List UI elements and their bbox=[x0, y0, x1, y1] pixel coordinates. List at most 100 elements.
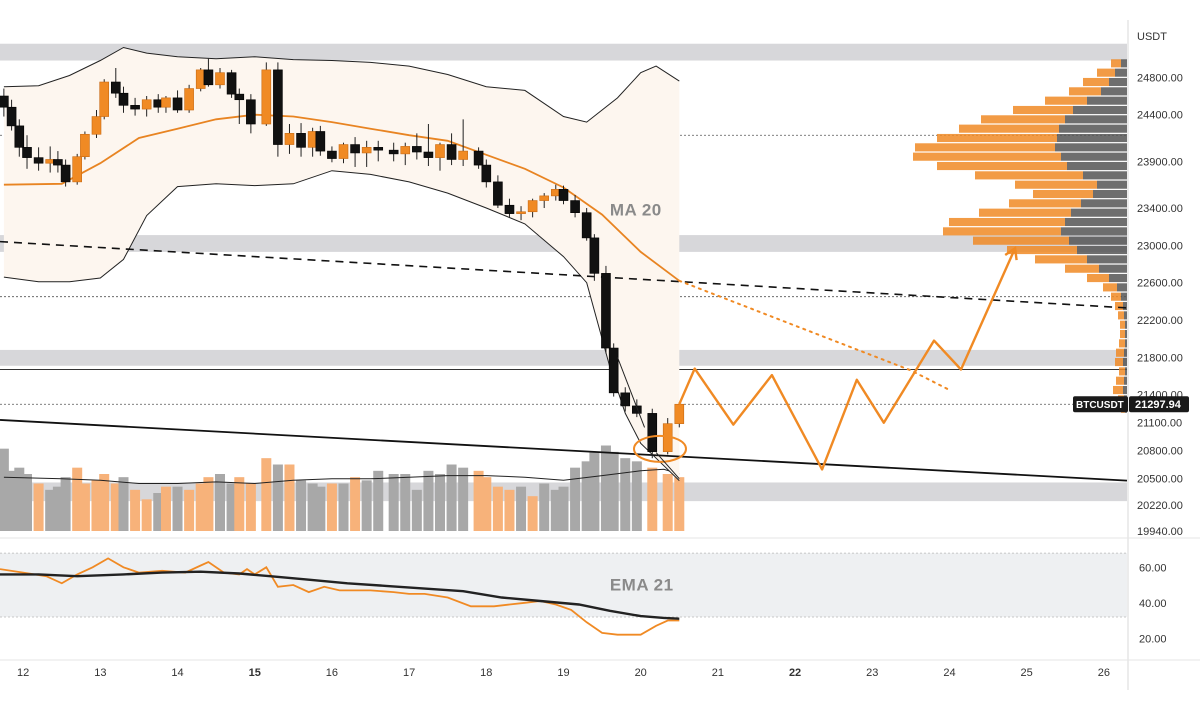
price-unit-label: USDT bbox=[1137, 31, 1167, 43]
candle-down bbox=[203, 69, 214, 86]
volume-profile-bar-buy bbox=[937, 161, 1067, 171]
volume-bar bbox=[423, 470, 434, 531]
last-price-text: 21297.94 bbox=[1135, 399, 1182, 411]
candle-down bbox=[388, 149, 399, 155]
volume-profile-bar-buy bbox=[1065, 264, 1099, 273]
volume-profile-bar-buy bbox=[1120, 329, 1125, 339]
volume-bar bbox=[400, 474, 411, 531]
candle-down bbox=[315, 131, 326, 152]
bollinger-upper-line bbox=[3, 46, 680, 123]
volume-profile-bar-sell bbox=[1071, 208, 1127, 217]
candle-down bbox=[423, 151, 434, 158]
volume-profile-bar-sell bbox=[1087, 96, 1127, 105]
drop-connector bbox=[655, 452, 680, 480]
volume-bar bbox=[373, 470, 384, 531]
volume-bar bbox=[14, 467, 25, 531]
volume-profile-bar-buy bbox=[1120, 320, 1125, 329]
volume-bar bbox=[570, 467, 581, 531]
low-highlight-ellipse bbox=[632, 434, 687, 463]
last-price-badge bbox=[1129, 396, 1189, 413]
candle-up bbox=[674, 403, 685, 424]
candle-down bbox=[273, 69, 283, 145]
volume-profile-bar-sell bbox=[1125, 329, 1127, 339]
volume-profile-bar-sell bbox=[1097, 180, 1127, 189]
candle-down bbox=[246, 99, 256, 125]
volume-bar bbox=[91, 480, 102, 531]
time-tick-label: 15 bbox=[249, 667, 261, 679]
drop-connector bbox=[617, 357, 646, 428]
volume-bar bbox=[674, 477, 685, 531]
volume-bar bbox=[33, 483, 44, 531]
volume-profile-bar-sell bbox=[1115, 68, 1127, 77]
volume-bar bbox=[411, 489, 422, 531]
projection-arrowhead bbox=[1004, 246, 1018, 261]
ma-projection-dotted bbox=[678, 279, 951, 391]
price-tick-label: 20220.00 bbox=[1137, 500, 1183, 512]
candle-down bbox=[22, 147, 32, 158]
volume-bar bbox=[458, 467, 469, 531]
volume-bar bbox=[620, 458, 631, 531]
volume-profile-bar-sell bbox=[1125, 339, 1127, 348]
volume-bar bbox=[434, 474, 445, 531]
volume-profile-bar-buy bbox=[1045, 96, 1087, 105]
volume-profile-bar-sell bbox=[1061, 152, 1127, 161]
volume-profile-bar-sell bbox=[1125, 367, 1127, 376]
volume-bar bbox=[473, 470, 484, 531]
volume-profile-bar-sell bbox=[1083, 171, 1127, 180]
sr-zone bbox=[0, 43, 1127, 61]
time-tick-label: 13 bbox=[94, 667, 106, 679]
price-tick-label: 22600.00 bbox=[1137, 278, 1183, 290]
time-tick-label: 16 bbox=[326, 667, 338, 679]
candle-down bbox=[33, 157, 44, 164]
rsi-tick-label: 60.00 bbox=[1139, 562, 1167, 574]
candle-up bbox=[161, 97, 171, 108]
volume-bar bbox=[284, 464, 295, 531]
volume-bar bbox=[481, 477, 492, 531]
price-tick-label: 24800.00 bbox=[1137, 72, 1183, 84]
candle-up bbox=[184, 88, 194, 111]
volume-profile-bar-sell bbox=[1059, 124, 1127, 133]
candle-down bbox=[558, 189, 569, 201]
ema21-annotation: EMA 21 bbox=[610, 575, 674, 594]
volume-profile-bar-buy bbox=[1007, 245, 1077, 255]
price-tick-label: 20800.00 bbox=[1137, 446, 1183, 458]
time-tick-label: 26 bbox=[1098, 667, 1110, 679]
volume-profile-bar-buy bbox=[913, 152, 1061, 161]
candle-up bbox=[338, 144, 349, 159]
volume-bar bbox=[118, 477, 129, 531]
volume-bar bbox=[60, 477, 71, 531]
volume-bar bbox=[22, 474, 33, 531]
volume-profile-bar-sell bbox=[1093, 189, 1127, 199]
volume-profile-bar-buy bbox=[915, 143, 1055, 152]
volume-bar bbox=[160, 486, 171, 531]
candle-down bbox=[589, 237, 600, 274]
bollinger-band-fill bbox=[3, 47, 680, 481]
price-tick-label: 23900.00 bbox=[1137, 156, 1183, 168]
candle-down bbox=[110, 81, 121, 94]
candle-down bbox=[632, 405, 642, 414]
ma20-annotation: MA 20 bbox=[610, 200, 662, 219]
candle-down bbox=[647, 413, 658, 452]
volume-profile-bar-buy bbox=[1111, 292, 1121, 301]
volume-profile-bar-buy bbox=[1119, 339, 1125, 348]
volume-profile-bar-buy bbox=[1033, 189, 1093, 199]
candle-up bbox=[141, 99, 152, 110]
candle-down bbox=[481, 164, 492, 183]
volume-profile-bar-buy bbox=[1097, 68, 1115, 77]
volume-profile-bar-sell bbox=[1101, 87, 1127, 96]
volume-bar bbox=[214, 474, 225, 531]
candle-up bbox=[361, 147, 372, 154]
volume-bar bbox=[153, 493, 164, 531]
volume-bar bbox=[261, 458, 272, 531]
time-tick-label: 23 bbox=[866, 667, 878, 679]
candle-down bbox=[327, 150, 337, 159]
volume-profile-bar-sell bbox=[1124, 311, 1127, 320]
time-tick-label: 21 bbox=[712, 667, 724, 679]
time-tick-label: 14 bbox=[171, 667, 183, 679]
candle-up bbox=[458, 150, 468, 160]
volume-profile-bar-buy bbox=[1111, 59, 1121, 68]
volume-bar bbox=[600, 445, 611, 531]
time-tick-label: 20 bbox=[635, 667, 647, 679]
